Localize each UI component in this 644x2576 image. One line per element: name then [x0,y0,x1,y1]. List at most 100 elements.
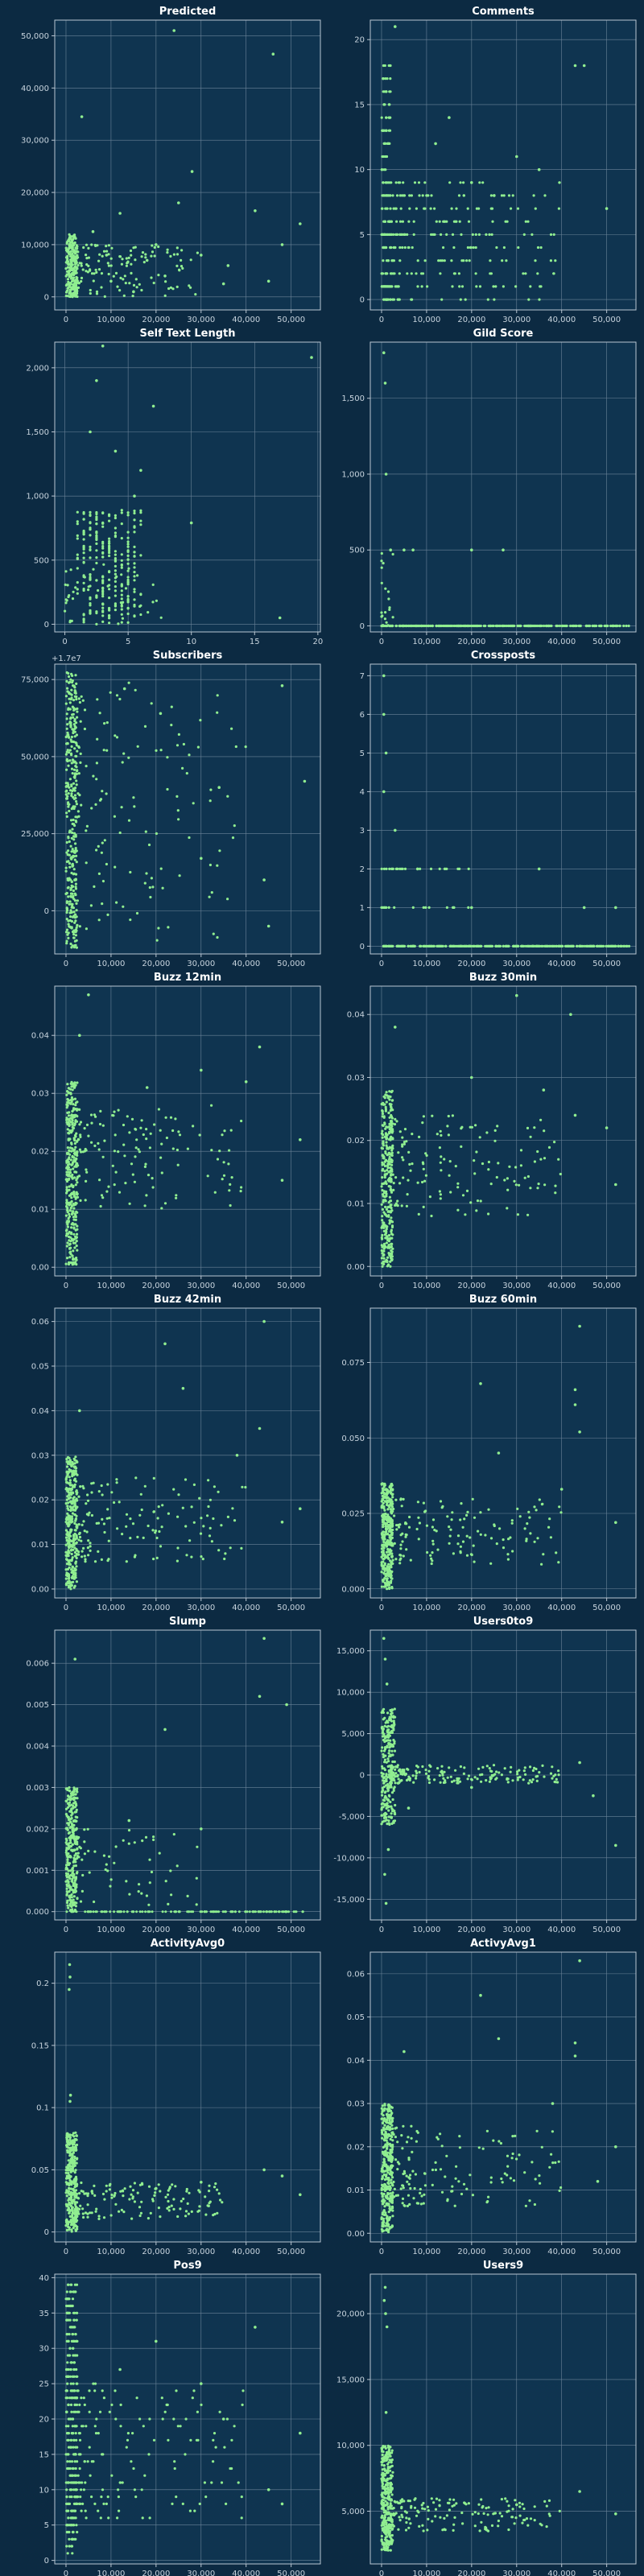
data-point [150,276,153,279]
data-point [72,287,75,291]
data-point [72,291,76,295]
plot-frame [54,19,321,311]
data-point [71,246,74,249]
y-tick-label: 20,000 [21,189,49,198]
data-point [169,286,172,289]
x-tick-label: 30,000 [187,316,215,324]
data-point [116,285,119,288]
data-point [127,256,130,259]
data-point [126,262,129,265]
x-tick-label: 20,000 [142,316,170,324]
x-tick-label: 40,000 [232,316,260,324]
chart-title: Predicted [159,6,217,18]
data-point [72,256,76,259]
data-point [64,267,68,270]
data-point [172,253,175,256]
data-point [134,246,137,249]
data-point [97,268,101,271]
data-point [80,276,84,279]
data-point [71,263,74,266]
data-point [76,256,80,259]
data-point [68,266,72,270]
data-point [107,244,110,247]
data-point [67,263,70,266]
data-point [93,272,96,275]
data-point [68,237,71,241]
data-point [77,282,80,285]
data-point [151,250,155,254]
data-point [109,257,113,260]
x-tick-label: 10,000 [97,316,125,324]
data-point [131,295,134,298]
data-point [87,264,90,267]
data-point [69,243,72,246]
data-point [68,291,71,295]
data-point [130,262,133,266]
data-point [169,254,172,258]
data-point [97,259,101,262]
data-point [73,258,76,262]
data-point [75,271,78,275]
data-point [70,267,73,270]
data-point [150,254,153,258]
data-point [144,256,147,259]
data-point [70,256,74,259]
data-point [95,270,98,274]
data-point [74,281,77,284]
data-point [98,253,101,256]
data-point [65,248,68,251]
data-point [118,289,122,292]
data-point [70,288,73,291]
data-point [188,284,191,287]
data-point [85,270,88,273]
data-point [181,266,184,270]
data-point [72,234,76,237]
y-tick-label: 10,000 [21,241,49,250]
data-point [66,287,69,290]
data-point [69,273,72,276]
data-point [78,262,81,265]
data-point [107,272,110,276]
data-point [175,253,180,256]
data-point [72,242,75,246]
data-point [75,275,78,279]
data-point [66,278,70,281]
data-point [67,271,70,275]
data-point [64,294,68,298]
data-point [75,250,78,254]
data-point [166,251,169,254]
data-point [68,251,71,254]
data-point [69,262,72,266]
data-point [64,275,68,278]
data-point [76,286,80,289]
data-point [89,291,92,295]
data-point [180,265,184,268]
data-point [66,239,70,243]
data-point [64,261,68,264]
data-point [123,275,126,278]
data-point [87,246,90,250]
data-point [75,288,78,291]
data-point [70,286,73,289]
y-tick-label: 40,000 [21,85,49,93]
data-point [134,258,137,262]
data-point [67,295,70,298]
data-point [76,264,80,267]
data-point [167,287,171,291]
data-point [134,278,138,281]
data-point [153,246,156,249]
data-point [85,254,88,257]
data-point [125,257,128,260]
data-point [110,246,114,250]
data-point [144,253,147,256]
data-point [90,243,93,246]
data-point [153,254,156,258]
data-point [157,274,160,277]
data-point [196,251,199,254]
data-point [89,288,92,292]
data-point [121,258,124,261]
data-point [157,245,160,249]
data-point [109,264,113,267]
data-point [76,292,79,295]
data-point [68,284,71,287]
